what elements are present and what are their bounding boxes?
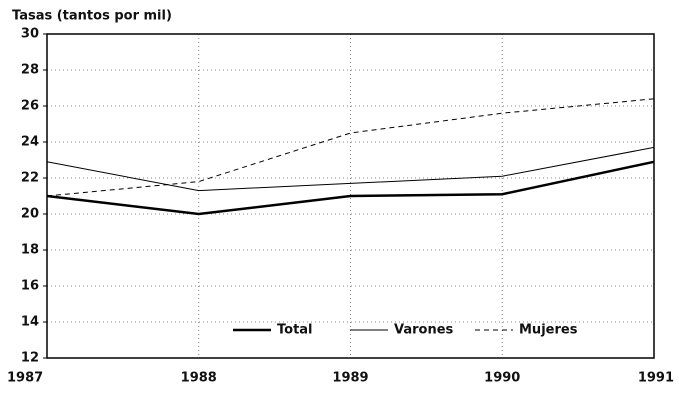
y-tick-label: 30 bbox=[21, 27, 39, 42]
y-tick-label: 18 bbox=[21, 243, 39, 258]
y-tick-label: 24 bbox=[21, 135, 39, 150]
y-tick-label: 12 bbox=[21, 351, 39, 366]
y-tick-label: 28 bbox=[21, 63, 39, 78]
x-tick-label: 1987 bbox=[7, 371, 43, 386]
legend-label: Total bbox=[277, 323, 313, 338]
x-tick-label: 1990 bbox=[484, 371, 520, 386]
y-tick-label: 22 bbox=[21, 171, 39, 186]
y-tick-label: 26 bbox=[21, 99, 39, 114]
series-line bbox=[46, 146, 655, 192]
legend-label: Varones bbox=[394, 323, 454, 338]
series-line bbox=[46, 98, 655, 197]
y-tick-label: 14 bbox=[21, 315, 39, 330]
legend-label: Mujeres bbox=[519, 323, 578, 338]
y-tick-label: 20 bbox=[21, 207, 39, 222]
x-tick-label: 1991 bbox=[638, 371, 674, 386]
series-line bbox=[46, 160, 655, 216]
y-tick-label: 16 bbox=[21, 279, 39, 294]
y-axis-label: Tasas (tantos por mil) bbox=[12, 9, 172, 24]
x-tick-label: 1989 bbox=[332, 371, 368, 386]
x-tick-label: 1988 bbox=[181, 371, 217, 386]
